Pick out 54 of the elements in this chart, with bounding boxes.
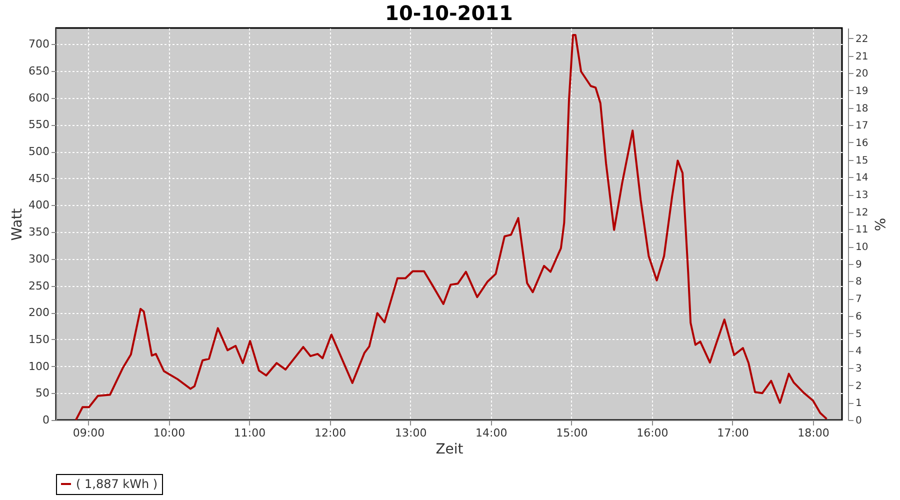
y-tick-label: 450 <box>28 172 50 185</box>
y2-tick-label: 9 <box>856 259 862 270</box>
y2-tick-label: 10 <box>856 242 868 254</box>
y-tick-label: 0 <box>42 414 50 426</box>
y2-tick-label: 11 <box>856 224 868 236</box>
y2-tick-label: 5 <box>856 328 862 340</box>
legend-label: ( 1,887 kWh ) <box>76 477 158 491</box>
x-axis-title: Zeit <box>436 442 464 458</box>
y2-tick-label: 17 <box>856 120 868 132</box>
x-tick-label: 18:00 <box>798 426 830 440</box>
x-tick-label: 14:00 <box>476 426 508 440</box>
y-tick-label: 650 <box>28 64 50 78</box>
x-tick-label: 13:00 <box>394 426 427 440</box>
y2-tick-label: 1 <box>856 398 862 410</box>
y2-tick-label: 0 <box>856 416 862 426</box>
x-tick-label: 12:00 <box>314 426 346 440</box>
y2-tick-label: 15 <box>856 155 868 166</box>
y-tick-label: 50 <box>36 386 50 400</box>
y2-tick-label: 2 <box>856 380 862 392</box>
y-tick-label: 200 <box>28 306 50 320</box>
y2-tick-label: 6 <box>856 311 862 322</box>
y2-tick-label: 14 <box>856 172 868 184</box>
x-tick-label: 10:00 <box>153 426 186 440</box>
x-tick-label: 17:00 <box>717 426 749 440</box>
y-tick-label: 250 <box>28 279 50 292</box>
y2-tick-label: 13 <box>856 190 868 202</box>
y-tick-label: 600 <box>28 91 50 104</box>
y-tick-label: 350 <box>28 226 50 239</box>
y2-tick-label: 8 <box>856 276 862 288</box>
y2-tick-label: 22 <box>856 34 868 45</box>
y-tick-label: 500 <box>28 145 50 158</box>
y-tick-label: 400 <box>28 198 50 212</box>
y-tick-label: 300 <box>28 252 50 266</box>
y2-tick-label: 12 <box>856 207 868 218</box>
y-tick-label: 100 <box>28 360 50 373</box>
y2-tick-label: 19 <box>856 86 868 97</box>
y2-tick-label: 3 <box>856 363 862 374</box>
line-series <box>74 34 828 420</box>
x-tick-label: 15:00 <box>556 426 588 440</box>
x-tick-label: 16:00 <box>636 426 668 440</box>
y2-tick-label: 16 <box>856 138 868 149</box>
y-tick-label: 150 <box>28 332 50 346</box>
y2-tick-label: 18 <box>856 103 868 114</box>
y2-tick-label: 20 <box>856 68 868 80</box>
y-tick-label: 700 <box>28 38 50 51</box>
x-tick-label: 11:00 <box>234 426 266 440</box>
y-axis-title: Watt <box>10 208 26 241</box>
y2-tick-label: 7 <box>856 294 862 306</box>
x-tick-label: 09:00 <box>72 426 105 440</box>
y2-tick-label: 4 <box>856 346 862 358</box>
y-tick-label: 550 <box>28 118 50 132</box>
chart-title: 10-10-2011 <box>385 1 513 25</box>
y2-axis-title: % <box>871 218 888 232</box>
y2-tick-label: 21 <box>856 51 868 62</box>
